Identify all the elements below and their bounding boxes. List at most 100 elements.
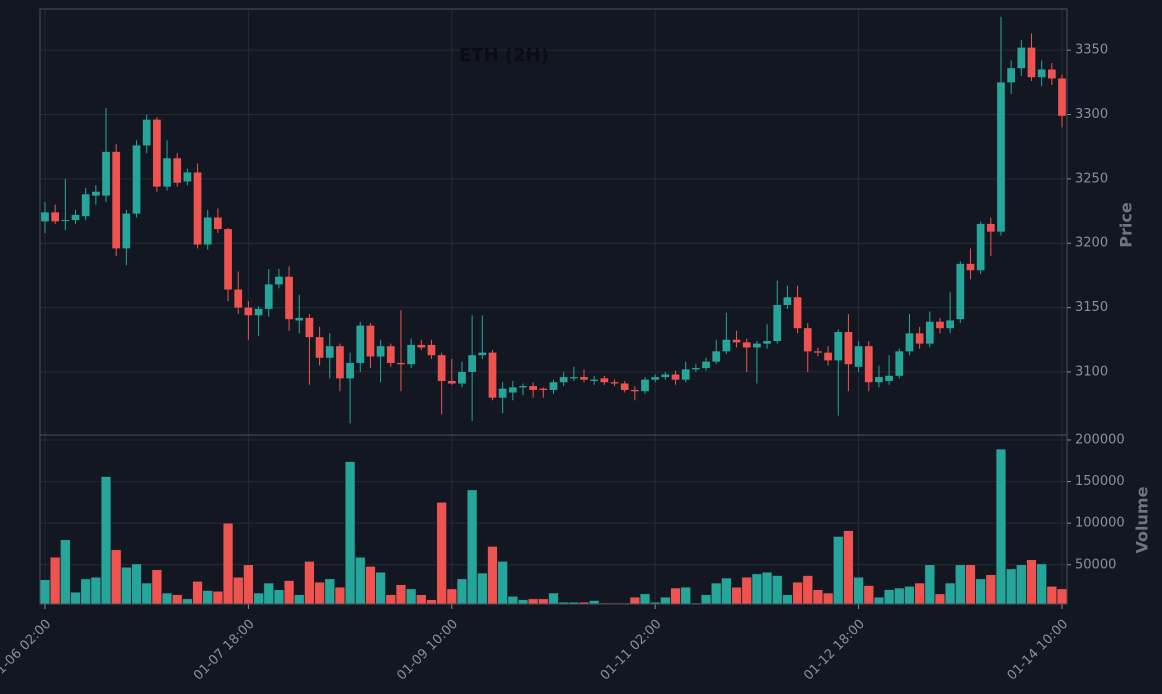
volume-bar [894,587,905,605]
candle-body [1047,69,1056,79]
candle-body [610,382,619,384]
volume-bar [965,564,976,605]
volume-bar [395,584,407,605]
y-tick-label: 150000 [1075,474,1125,489]
candle-body [986,223,995,232]
candle-body [885,375,893,381]
volume-bar [548,592,559,605]
volume-bar [294,594,305,605]
candle-body [641,379,649,392]
volume-bar [741,576,752,605]
candle-body [569,377,578,379]
volume-bar [639,593,651,605]
candle-body [376,346,385,357]
volume-bar [1006,568,1017,605]
candle-body [122,213,131,249]
volume-bar [812,589,824,605]
candle-body [529,386,538,390]
volume-bar [528,598,539,605]
volume-bar [263,582,274,605]
volume-bar [375,572,386,605]
candle-body [895,351,904,376]
y-tick-label: 200000 [1075,432,1125,447]
volume-bar [436,502,447,605]
candle-body [427,344,436,356]
candle-body [793,297,802,329]
candle-body [620,383,629,390]
volume-bar [782,594,793,605]
candle-body [315,337,324,358]
volume-bar [995,448,1007,605]
volume-bar [507,596,518,605]
volume-bar [1026,559,1037,605]
y-tick-label: 3150 [1075,300,1108,315]
candle-body [875,377,883,383]
candle-body [102,151,110,196]
candle-body [498,388,507,398]
volume-bar [985,574,996,605]
candle-body [773,305,782,342]
volume-bar [670,587,681,605]
candle-body [81,194,90,217]
candle-body [814,351,822,353]
candle-body [61,220,70,222]
candle-body [600,378,609,383]
volume-bar [151,569,163,605]
candle-body [458,371,466,384]
candle-body [1007,68,1016,83]
y-tick-label: 3200 [1075,236,1108,251]
candle-body [549,382,558,390]
candle-body [651,377,660,380]
volume-bar [243,564,254,605]
candle-body [336,346,344,379]
candle-body [234,289,243,308]
candle-body [447,380,456,384]
volume-bar [283,580,295,605]
candle-body [153,119,161,187]
candle-body [559,377,568,383]
volume-bar [477,572,488,605]
candle-body [854,346,863,367]
volume-bar [873,596,885,605]
volume-bar [517,599,529,605]
volume-bar [772,575,783,605]
candle-body [1037,69,1046,78]
volume-bar [161,592,173,605]
volume-bar [944,582,956,605]
candle-body [580,377,588,380]
volume-bar [1016,564,1027,605]
candle-body [946,320,954,329]
candle-body [295,317,304,321]
candle-body [997,82,1005,232]
volume-bar [660,596,671,605]
y-tick-label: 3300 [1075,107,1108,122]
candle-body [417,344,426,348]
candle-body [142,119,151,146]
candle-body [325,346,334,358]
candle-body [702,361,710,369]
volume-bar [934,593,946,605]
volume-bar [344,461,356,605]
volume-bar [467,489,478,605]
volume-bar [863,585,874,605]
volume-bar [222,522,234,605]
volume-bar [589,600,600,605]
candle-body [630,389,639,392]
candle-body [915,333,924,344]
volume-bar [416,594,427,605]
volume-bar [924,564,935,605]
candle-body [539,388,548,390]
y-tick-label: 3250 [1075,171,1108,186]
candle-body [519,386,527,388]
candle-body [1017,47,1026,69]
candle-body [966,263,975,271]
candle-body [671,374,680,380]
volume-bar [711,582,722,605]
candle-body [681,369,690,380]
candle-body [254,308,263,316]
volume-bar [334,586,346,605]
volume-bar [914,582,925,605]
candle-body [91,191,100,196]
volume-bar [304,561,315,605]
volume-bar [100,476,112,605]
